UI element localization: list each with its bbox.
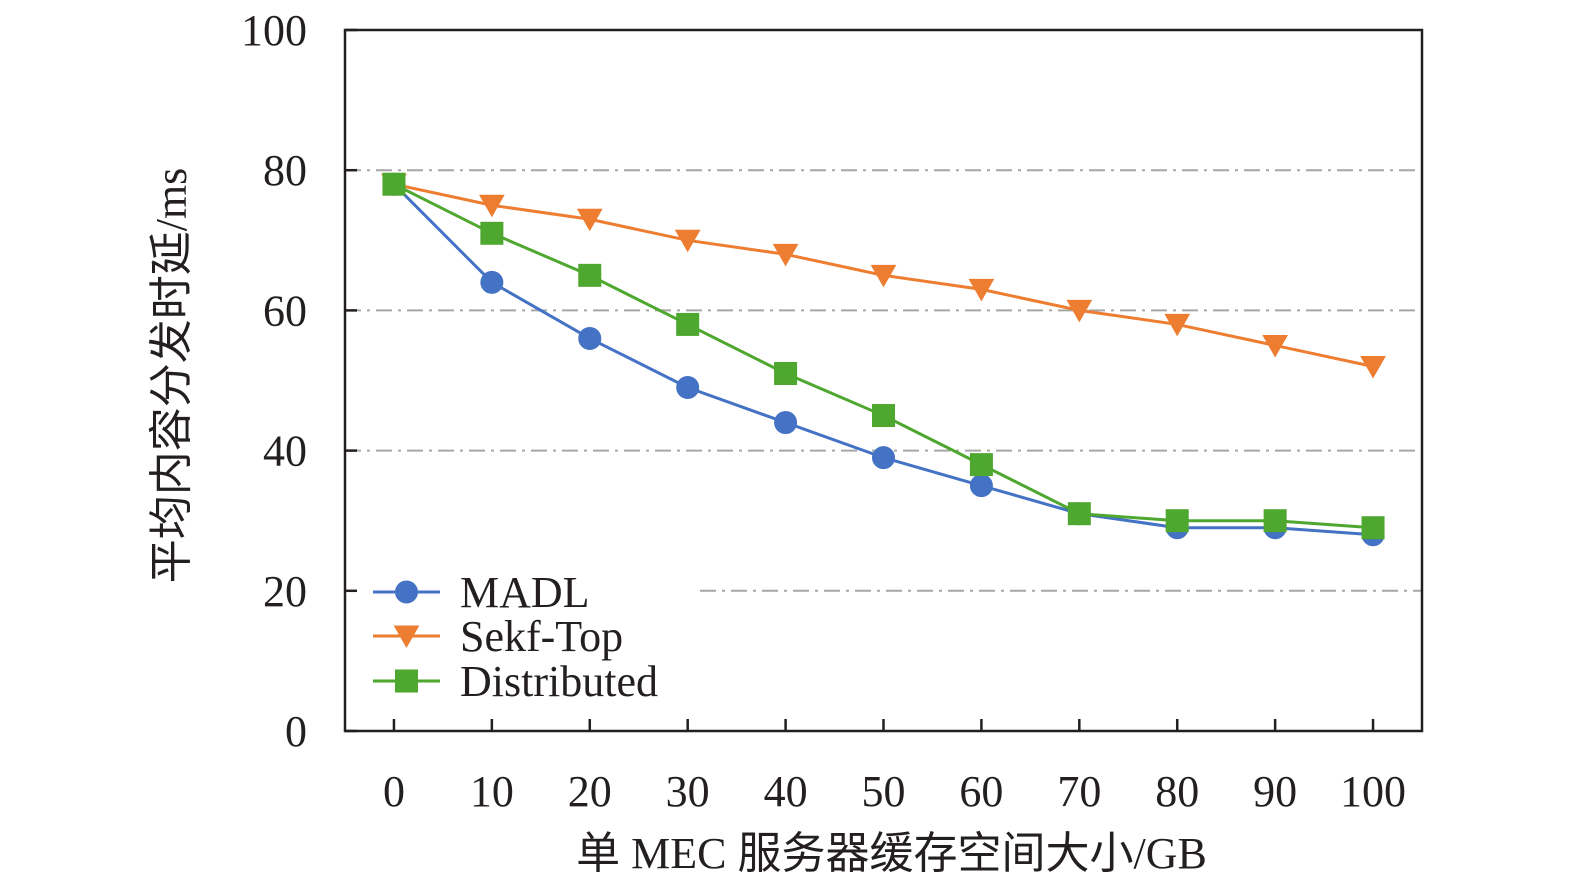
data-point — [578, 326, 602, 350]
data-point — [1164, 313, 1191, 337]
y-axis-label: 平均内容分发时延/ms — [147, 168, 196, 584]
series-distributed — [382, 172, 1385, 540]
data-point — [1165, 509, 1189, 533]
x-tick-label: 60 — [959, 767, 1003, 816]
y-axis: 0 20 40 60 80 100 — [241, 6, 357, 756]
x-tick-label: 30 — [666, 767, 710, 816]
data-point — [772, 243, 799, 267]
x-tick-label: 50 — [862, 767, 906, 816]
y-tick-label: 40 — [263, 427, 307, 476]
x-axis: 0 10 20 30 40 50 60 70 80 90 100 — [383, 719, 1406, 816]
data-point — [676, 376, 700, 400]
y-tick-label: 80 — [263, 146, 307, 195]
series-sekf-top — [381, 173, 1386, 379]
x-tick-label: 70 — [1057, 767, 1101, 816]
data-point — [480, 270, 504, 294]
y-tick-label: 100 — [241, 6, 307, 55]
data-point — [382, 172, 406, 196]
series-line — [392, 183, 1374, 537]
data-point — [1067, 502, 1091, 526]
series-madl — [382, 172, 1385, 547]
data-point — [774, 361, 798, 385]
data-point — [578, 263, 602, 287]
data-point — [1066, 299, 1093, 323]
data-point — [576, 208, 603, 232]
y-tick-label: 20 — [263, 567, 307, 616]
x-axis-label: 单 MEC 服务器缓存空间大小/GB — [576, 829, 1207, 878]
series-line — [393, 182, 1374, 530]
legend-marker — [395, 580, 418, 604]
x-tick-label: 90 — [1253, 767, 1297, 816]
x-tick-label: 100 — [1340, 767, 1406, 816]
x-tick-label: 20 — [568, 767, 612, 816]
y-tick-label: 0 — [285, 707, 307, 756]
data-point — [1360, 355, 1386, 379]
data-point — [969, 453, 993, 477]
data-point — [870, 264, 897, 288]
legend-marker — [393, 625, 420, 649]
data-point — [968, 278, 995, 302]
legend-label: Sekf-Top — [460, 612, 623, 661]
data-point — [774, 411, 798, 435]
legend-item: Sekf-Top — [373, 612, 623, 661]
data-point — [674, 229, 701, 253]
legend-label: Distributed — [460, 657, 658, 706]
y-tick-label: 60 — [263, 286, 307, 335]
data-point — [872, 446, 895, 470]
data-point — [969, 474, 993, 498]
data-point — [1262, 334, 1288, 358]
x-tick-label: 40 — [764, 767, 808, 816]
legend-label: MADL — [460, 568, 590, 617]
data-point — [480, 221, 504, 245]
series-layer — [381, 172, 1386, 547]
legend-marker — [395, 669, 418, 693]
data-point — [1361, 516, 1385, 540]
legend-item: Distributed — [373, 657, 658, 706]
x-tick-label: 0 — [383, 767, 405, 816]
data-point — [872, 404, 895, 428]
data-point — [1263, 509, 1287, 533]
x-tick-label: 10 — [470, 767, 514, 816]
x-tick-label: 80 — [1155, 767, 1199, 816]
legend-item: MADL — [373, 568, 590, 617]
data-point — [479, 194, 505, 218]
data-point — [676, 312, 700, 336]
